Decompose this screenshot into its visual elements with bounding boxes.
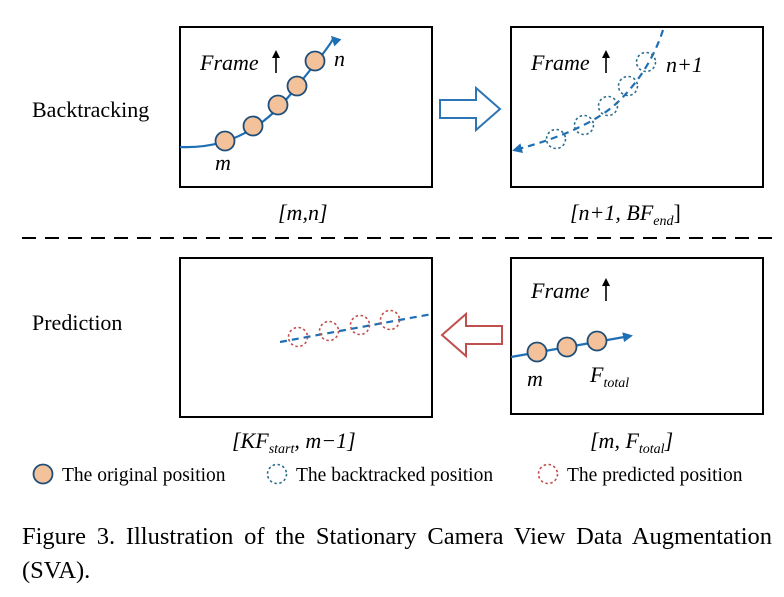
backtracked-position-dot — [635, 51, 657, 73]
legend-backtracked-label: The backtracked position — [296, 465, 493, 486]
point-label-m: m — [215, 150, 231, 175]
predicted-position-dot — [349, 314, 371, 336]
predicted-position-dot — [287, 326, 309, 348]
frame-label: Frame — [199, 50, 259, 75]
backtracked-position-dot — [597, 95, 619, 117]
point-label-n-plus-1: n+1 — [666, 52, 703, 77]
frame-bottom-left — [179, 257, 433, 418]
legend-original-swatch — [32, 463, 54, 485]
frame-bottom-right: Frame m Ftotal — [510, 257, 764, 415]
range-label-bottom-right: [m, Ftotal] — [590, 428, 673, 457]
frame-label: Frame — [530, 50, 590, 75]
forward-arrow-icon — [439, 85, 502, 133]
legend: The original position The backtracked po… — [32, 463, 743, 486]
frame-top-left: Frame m n — [179, 26, 433, 188]
point-label-f-total: Ftotal — [589, 362, 629, 391]
predicted-trajectory-line — [279, 312, 433, 344]
original-position-dot — [304, 50, 326, 72]
frame-label: Frame — [530, 278, 590, 303]
figure-caption: Figure 3. Illustration of the Stationary… — [22, 523, 772, 584]
legend-predicted-label: The predicted position — [567, 465, 743, 486]
original-position-dot — [556, 336, 578, 358]
original-position-dot — [586, 330, 608, 352]
point-label-m: m — [527, 366, 543, 391]
original-position-dot — [242, 115, 264, 137]
range-label-top-left: [m,n] — [278, 200, 328, 225]
predicted-position-dot — [318, 320, 340, 342]
original-position-dot — [286, 75, 308, 97]
backtracking-label: Backtracking — [32, 97, 149, 122]
frame-top-right: Frame n+1 — [510, 26, 764, 188]
legend-original-label: The original position — [62, 465, 226, 486]
backtracked-position-dot — [573, 114, 595, 136]
backtracked-trajectory-curve — [512, 29, 665, 154]
up-arrow-icon — [602, 50, 610, 73]
up-arrow-icon — [602, 278, 610, 301]
up-arrow-icon — [272, 50, 280, 73]
predicted-position-dot — [379, 309, 401, 331]
original-position-dot — [526, 341, 548, 363]
prediction-label: Prediction — [32, 310, 122, 335]
legend-backtracked-swatch — [266, 463, 288, 485]
backward-arrow-icon — [440, 311, 503, 359]
legend-predicted-swatch — [537, 463, 559, 485]
range-label-bottom-left: [KFstart, m−1] — [232, 428, 356, 457]
backtracked-position-dot — [617, 75, 639, 97]
range-label-top-right: [n+1, BFend] — [570, 200, 681, 229]
original-position-dot — [267, 94, 289, 116]
backtracked-position-dot — [545, 128, 567, 150]
point-label-n: n — [334, 46, 345, 71]
original-position-dot — [214, 130, 236, 152]
